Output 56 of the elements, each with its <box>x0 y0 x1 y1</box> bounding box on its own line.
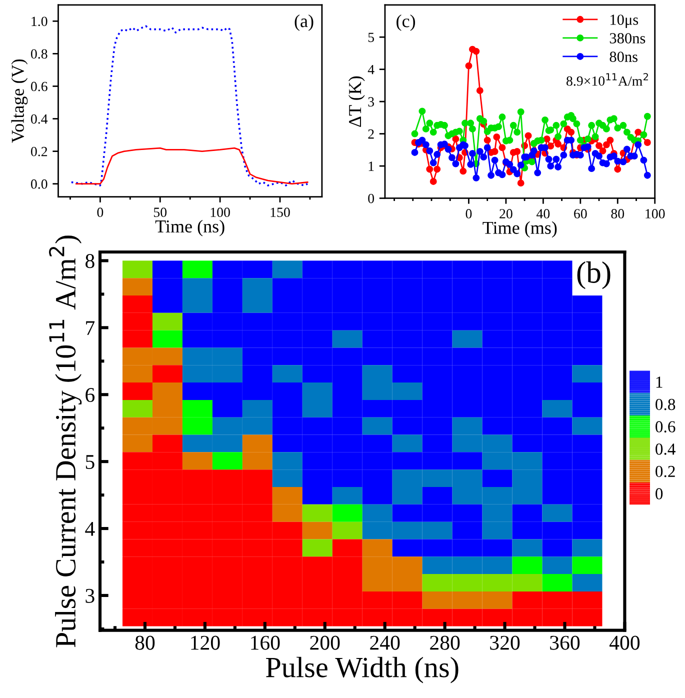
y-tick-label: 0.8 <box>30 49 48 59</box>
x-tick-label: 320 <box>490 636 520 650</box>
legend-label: 80ns <box>610 52 638 62</box>
y-tick-label: 2 <box>368 129 374 139</box>
x-tick-label: 400 <box>610 636 640 650</box>
legend-label: 10μs <box>610 14 638 28</box>
y-axis-title: Pulse Current Density (10$^{11}$ A/m$^{2}$) <box>48 236 82 648</box>
x-axis-title: Pulse Width (ns) <box>266 656 458 684</box>
y-tick-label: 7 <box>86 321 95 335</box>
x-tick-label: 280 <box>430 636 460 650</box>
color-bar-label: 0.6 <box>656 421 676 432</box>
color-bar-label: 0.4 <box>656 444 676 455</box>
x-tick-label: 40 <box>536 209 550 218</box>
y-tick-label: 0.2 <box>30 146 48 156</box>
y-tick-label: 0 <box>368 194 374 204</box>
x-tick-label: 200 <box>310 636 340 650</box>
y-tick-label: 6 <box>86 388 95 402</box>
color-bar-label: 0 <box>656 488 663 500</box>
annotation: (c) <box>396 14 416 31</box>
x-tick-label: 160 <box>251 636 280 650</box>
y-tick-label: 4 <box>85 522 95 536</box>
y-axis-title: Voltage (V) <box>11 59 28 143</box>
x-tick-label: 0 <box>466 209 472 218</box>
y-tick-label: 0.6 <box>30 82 48 92</box>
y-tick-label: 5 <box>368 32 374 42</box>
y-tick-label: 1.0 <box>32 16 48 26</box>
x-tick-label: 100 <box>646 209 665 218</box>
y-tick-label: 3 <box>368 97 374 107</box>
color-bar-label: 0.8 <box>656 398 676 410</box>
x-tick-label: 0 <box>97 208 104 218</box>
color-bar-label: 0.2 <box>656 466 675 478</box>
x-tick-label: 80 <box>135 636 155 650</box>
annotation: (a) <box>294 14 314 31</box>
annotation: 8.9×10$^{11}$A/m$^{2}$ <box>566 73 648 86</box>
y-tick-label: 0.0 <box>30 179 48 189</box>
x-tick-label: 50 <box>154 208 167 218</box>
x-tick-label: 120 <box>191 636 220 650</box>
y-tick-label: 8 <box>86 254 94 268</box>
x-tick-label: 150 <box>270 208 290 218</box>
annotation: (b) <box>577 261 610 290</box>
legend-label: 380ns <box>610 33 646 44</box>
y-tick-label: 1 <box>368 162 374 171</box>
x-tick-label: 240 <box>370 636 400 650</box>
y-tick-label: 3 <box>86 588 94 603</box>
x-tick-label: 20 <box>500 209 512 218</box>
x-axis-title: Time (ns) <box>155 220 224 236</box>
color-bar-label: 1 <box>656 376 662 388</box>
y-tick-label: 4 <box>368 65 374 74</box>
x-tick-label: 100 <box>210 208 230 218</box>
y-tick-label: 5 <box>86 455 94 469</box>
x-tick-label: 360 <box>550 636 580 650</box>
y-tick-label: 0.4 <box>30 114 48 124</box>
x-axis-title: Time (ms) <box>482 221 557 238</box>
x-tick-label: 80 <box>611 209 624 218</box>
y-axis-title: ΔT (K) <box>348 76 365 127</box>
x-tick-label: 60 <box>574 209 587 218</box>
